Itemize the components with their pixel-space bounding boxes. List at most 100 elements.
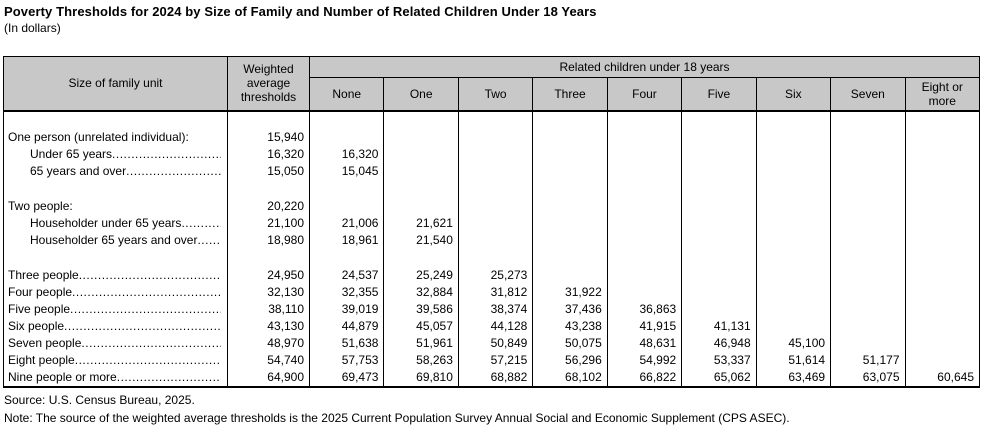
value-cell — [606, 197, 683, 215]
value-cell — [681, 162, 757, 180]
value-cell — [904, 283, 980, 301]
value-cell: 43,238 — [532, 317, 608, 335]
table-row — [3, 110, 980, 129]
table-header: Size of family unit Weighted average thr… — [3, 56, 980, 112]
value-cell — [532, 231, 608, 249]
value-cell — [308, 197, 385, 215]
row-label — [3, 179, 228, 198]
value-cell — [755, 266, 832, 284]
value-cell — [457, 197, 534, 215]
column-header-size-of-family-unit: Size of family unit — [3, 56, 228, 112]
value-cell — [383, 197, 459, 215]
value-cell: 56,296 — [532, 351, 608, 369]
value-cell — [227, 179, 310, 198]
value-cell: 68,882 — [457, 368, 534, 387]
value-cell — [830, 179, 906, 198]
row-label — [3, 110, 228, 129]
value-cell: 64,900 — [227, 368, 310, 387]
value-cell: 25,273 — [457, 266, 534, 284]
value-cell: 41,131 — [681, 317, 757, 335]
header-row-child-columns: None One Two Three Four Five Six Seven Eight or … — [4, 77, 980, 112]
value-cell — [606, 110, 683, 129]
value-cell: 43,130 — [227, 317, 310, 335]
value-cell — [755, 214, 832, 232]
value-cell — [681, 231, 757, 249]
value-cell — [681, 128, 757, 146]
value-cell — [681, 214, 757, 232]
value-cell: 31,922 — [532, 283, 608, 301]
value-cell — [383, 110, 459, 129]
value-cell: 20,220 — [227, 197, 310, 215]
value-cell: 60,645 — [904, 368, 980, 387]
value-cell: 24,537 — [308, 266, 385, 284]
value-cell — [457, 162, 534, 180]
value-cell — [383, 162, 459, 180]
value-cell — [904, 300, 980, 318]
row-label: Householder 65 years and over — [3, 231, 228, 249]
methodology-note: Note: The source of the weighted average… — [4, 410, 790, 425]
column-header-none: None — [308, 77, 385, 112]
column-header-eight-or-more: Eight or more — [904, 77, 980, 112]
value-cell — [606, 128, 683, 146]
row-label: Three people — [3, 266, 228, 284]
value-cell — [532, 145, 608, 163]
dot-leader — [70, 301, 221, 318]
value-cell — [532, 248, 608, 267]
table-row: Nine people or more64,90069,47369,81068,… — [3, 368, 980, 387]
value-cell — [904, 197, 980, 215]
value-cell: 50,075 — [532, 334, 608, 352]
value-cell: 45,100 — [755, 334, 832, 352]
value-cell: 21,540 — [383, 231, 459, 249]
value-cell: 69,810 — [383, 368, 459, 387]
value-cell — [383, 145, 459, 163]
column-header-three: Three — [532, 77, 608, 112]
column-header-five: Five — [681, 77, 757, 112]
value-cell — [830, 334, 906, 352]
value-cell — [904, 214, 980, 232]
row-label — [3, 248, 228, 267]
value-cell — [532, 128, 608, 146]
value-cell: 44,879 — [308, 317, 385, 335]
value-cell: 32,355 — [308, 283, 385, 301]
value-cell: 15,940 — [227, 128, 310, 146]
table-row: One person (unrelated individual): 15,940 — [3, 128, 980, 146]
dot-leader — [126, 163, 221, 180]
value-cell: 54,992 — [606, 351, 683, 369]
value-cell: 57,215 — [457, 351, 534, 369]
column-header-weighted-average-thresholds: Weighted average thresholds — [227, 56, 310, 112]
value-cell: 39,019 — [308, 300, 385, 318]
value-cell — [681, 179, 757, 198]
value-cell — [457, 231, 534, 249]
row-label: One person (unrelated individual): — [3, 128, 228, 146]
value-cell — [681, 145, 757, 163]
value-cell: 21,100 — [227, 214, 310, 232]
value-cell — [830, 283, 906, 301]
value-cell — [308, 110, 385, 129]
value-cell: 50,849 — [457, 334, 534, 352]
table-row: Six people43,13044,87945,05744,12843,238… — [3, 317, 980, 335]
value-cell — [532, 197, 608, 215]
dot-leader — [81, 335, 221, 352]
header-row-top: Size of family unit Weighted average thr… — [3, 56, 980, 112]
value-cell — [830, 231, 906, 249]
row-label: Under 65 years — [3, 145, 228, 163]
row-label: Nine people or more — [3, 368, 228, 387]
value-cell — [606, 266, 683, 284]
value-cell — [681, 300, 757, 318]
value-cell — [755, 128, 832, 146]
value-cell: 31,812 — [457, 283, 534, 301]
value-cell — [830, 110, 906, 129]
table-body: One person (unrelated individual): 15,940… — [3, 110, 980, 387]
value-cell: 48,631 — [606, 334, 683, 352]
value-cell — [606, 145, 683, 163]
value-cell — [830, 197, 906, 215]
value-cell: 21,621 — [383, 214, 459, 232]
value-cell: 53,337 — [681, 351, 757, 369]
value-cell: 58,263 — [383, 351, 459, 369]
column-header-six: Six — [755, 77, 832, 112]
page: Poverty Thresholds for 2024 by Size of F… — [0, 0, 986, 427]
value-cell — [308, 128, 385, 146]
